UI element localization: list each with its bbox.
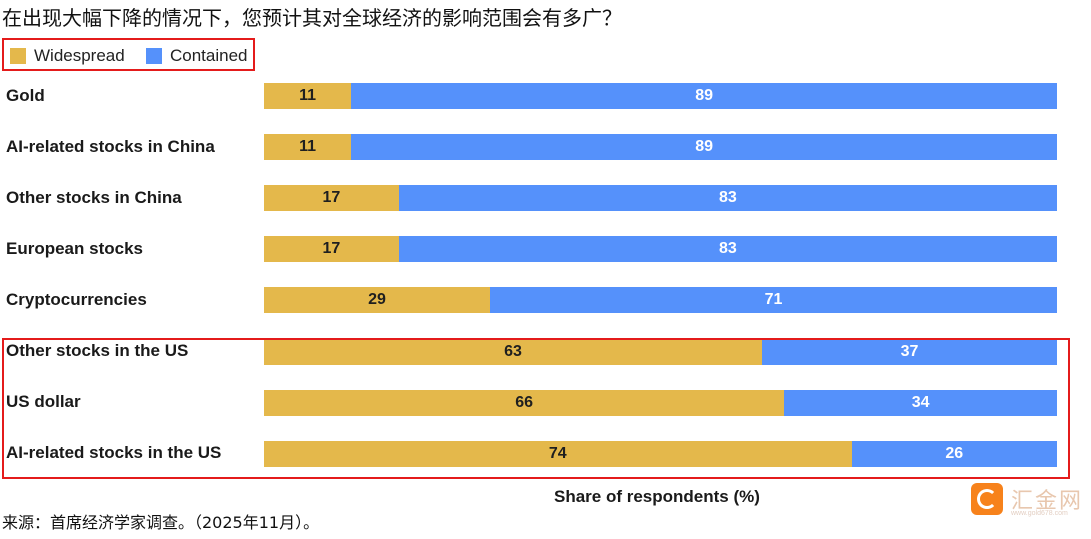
- watermark-url: www.gold678.com: [1011, 510, 1068, 517]
- bar-segment-widespread: 74: [264, 441, 852, 467]
- row-label: Gold: [6, 86, 45, 105]
- legend-swatch-widespread: [10, 48, 26, 64]
- bar-segment-widespread: 63: [264, 339, 762, 365]
- bar-segment-contained: 83: [398, 236, 1057, 262]
- bar-segment-contained: 37: [762, 339, 1057, 365]
- bar-segment-widespread: 11: [264, 134, 352, 160]
- bar-segment-widespread: 29: [264, 287, 490, 313]
- chart-title: 在出现大幅下降的情况下，您预计其对全球经济的影响范围会有多广？: [2, 6, 622, 30]
- row-label: European stocks: [6, 239, 143, 258]
- bar-segment-contained: 83: [398, 185, 1057, 211]
- bar-row: 74 26: [264, 441, 1057, 467]
- bar-segment-contained: 89: [351, 134, 1057, 160]
- bar-row: 17 83: [264, 236, 1057, 262]
- bar-segment-contained: 26: [851, 441, 1057, 467]
- bar-segment-widespread: 11: [264, 83, 352, 109]
- bar-segment-contained: 89: [351, 83, 1057, 109]
- watermark: 汇金网 www.gold678.com: [971, 483, 1086, 519]
- watermark-logo-icon: [971, 483, 1003, 515]
- bar-segment-widespread: 66: [264, 390, 785, 416]
- source-note: 来源：首席经济学家调查。（2025年11月）。: [2, 513, 320, 532]
- legend-label-widespread: Widespread: [34, 46, 125, 65]
- x-axis-label: Share of respondents (%): [554, 487, 760, 506]
- bar-row: 63 37: [264, 339, 1057, 365]
- bar-row: 29 71: [264, 287, 1057, 313]
- bar-row: 11 89: [264, 83, 1057, 109]
- bar-row: 66 34: [264, 390, 1057, 416]
- legend: Widespread Contained: [2, 38, 255, 71]
- bar-segment-widespread: 17: [264, 236, 399, 262]
- row-label: AI-related stocks in the US: [6, 443, 222, 462]
- row-label: AI-related stocks in China: [6, 137, 215, 156]
- row-label: US dollar: [6, 392, 81, 411]
- row-label: Other stocks in the US: [6, 341, 189, 360]
- row-label: Cryptocurrencies: [6, 290, 147, 309]
- row-label: Other stocks in China: [6, 188, 182, 207]
- highlight-box-us-assets: [2, 338, 1070, 479]
- bar-segment-widespread: 17: [264, 185, 399, 211]
- legend-label-contained: Contained: [170, 46, 248, 65]
- legend-swatch-contained: [146, 48, 162, 64]
- bar-row: 17 83: [264, 185, 1057, 211]
- bar-segment-contained: 71: [490, 287, 1057, 313]
- bar-segment-contained: 34: [784, 390, 1057, 416]
- bar-row: 11 89: [264, 134, 1057, 160]
- watermark-name: 汇金网: [1011, 489, 1084, 514]
